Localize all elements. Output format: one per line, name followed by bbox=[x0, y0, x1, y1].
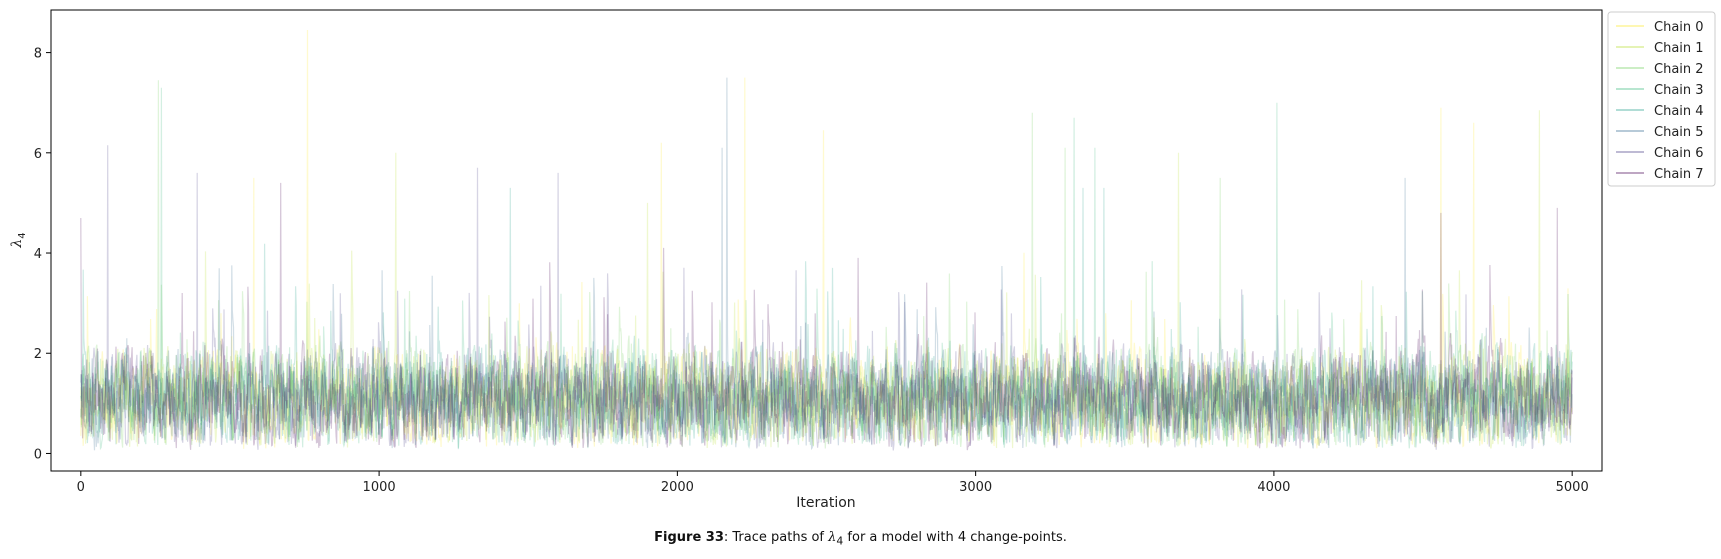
caption-pre: : Trace paths of bbox=[723, 530, 829, 545]
y-tick-label: 0 bbox=[34, 447, 42, 462]
series-line-chain-3 bbox=[80, 87, 1573, 451]
series-line-chain-0 bbox=[80, 29, 1573, 449]
series-line-chain-7 bbox=[80, 182, 1573, 451]
y-tick-label: 2 bbox=[34, 347, 42, 362]
x-tick-label: 2000 bbox=[661, 480, 694, 495]
plot-area bbox=[80, 29, 1573, 451]
caption-symbol: λ bbox=[828, 530, 837, 545]
trace-plot: 0 1000 2000 3000 4000 5000 0 2 4 6 8 Iteration λ4… bbox=[9, 9, 1716, 511]
legend-label: Chain 2 bbox=[1654, 62, 1704, 77]
legend-label: Chain 1 bbox=[1654, 41, 1704, 56]
y-axis-label-subscript: 4 bbox=[17, 232, 28, 238]
caption-figure-number: Figure 33 bbox=[654, 530, 724, 545]
x-axis-label: Iteration bbox=[796, 495, 855, 511]
x-tick-label: 0 bbox=[77, 480, 85, 495]
y-axis-label-symbol: λ bbox=[9, 239, 25, 249]
axes-frame bbox=[50, 9, 1603, 472]
x-axis-ticks: 0 1000 2000 3000 4000 5000 bbox=[77, 471, 1589, 495]
y-tick-label: 8 bbox=[34, 47, 42, 62]
y-tick-label: 4 bbox=[34, 247, 42, 262]
x-tick-label: 4000 bbox=[1257, 480, 1290, 495]
legend-label: Chain 7 bbox=[1654, 167, 1704, 182]
series-line-chain-5 bbox=[80, 77, 1573, 451]
figure-caption: Figure 33: Trace paths of λ4 for a model… bbox=[0, 530, 1721, 548]
legend-label: Chain 3 bbox=[1654, 83, 1704, 98]
series-line-chain-4 bbox=[80, 187, 1573, 450]
legend-label: Chain 0 bbox=[1654, 20, 1704, 35]
x-tick-label: 3000 bbox=[959, 480, 992, 495]
caption-post: for a model with 4 change-points. bbox=[843, 530, 1067, 545]
legend-label: Chain 6 bbox=[1654, 146, 1704, 161]
x-tick-label: 1000 bbox=[363, 480, 396, 495]
series-line-chain-6 bbox=[80, 145, 1573, 451]
series-line-chain-2 bbox=[80, 80, 1573, 449]
x-tick-label: 5000 bbox=[1556, 480, 1589, 495]
legend-box bbox=[1607, 11, 1716, 187]
series-line-chain-1 bbox=[80, 110, 1573, 449]
legend-label: Chain 5 bbox=[1654, 125, 1704, 140]
y-axis-ticks: 0 2 4 6 8 bbox=[34, 47, 51, 462]
y-axis-label: λ4 bbox=[9, 232, 28, 248]
y-tick-label: 6 bbox=[34, 147, 42, 162]
legend-label: Chain 4 bbox=[1654, 104, 1704, 119]
legend: Chain 0 Chain 1 Chain 2 Chain 3 Chain 4 Chain… bbox=[1607, 11, 1716, 187]
caption-symbol-subscript: 4 bbox=[836, 534, 844, 548]
